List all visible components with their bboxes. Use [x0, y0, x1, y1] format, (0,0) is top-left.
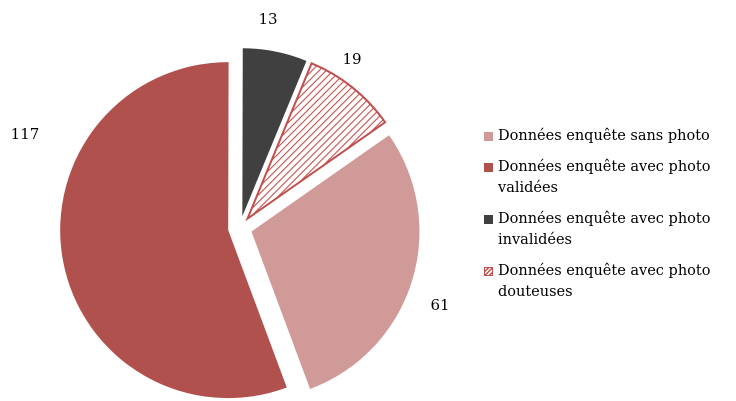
pie-slice: [242, 48, 307, 217]
data-label: 117: [11, 125, 40, 143]
legend-item: Données enquête avec photo invalidées: [484, 209, 724, 251]
legend-label: Données enquête avec photo invalidées: [498, 211, 711, 248]
data-label: 61: [430, 296, 449, 314]
pie-slice: [60, 62, 287, 399]
legend-swatch: [484, 267, 493, 276]
legend-item: Données enquête avec photo douteuses: [484, 261, 724, 303]
legend: Données enquête sans photo Données enquêt…: [484, 126, 724, 313]
legend-swatch: [484, 215, 493, 224]
data-label: 13: [258, 10, 277, 28]
legend-swatch: [484, 163, 493, 172]
legend-label: Données enquête avec photo douteuses: [498, 263, 711, 300]
legend-item: Données enquête avec photo validées: [484, 157, 724, 199]
pie-slice: [251, 135, 420, 389]
legend-label: Données enquête avec photo validées: [498, 159, 711, 196]
legend-label: Données enquête sans photo: [498, 128, 710, 144]
data-label: 19: [342, 50, 361, 68]
legend-swatch: [484, 132, 493, 141]
legend-item: Données enquête sans photo: [484, 126, 724, 147]
pie-slice: [245, 62, 387, 222]
